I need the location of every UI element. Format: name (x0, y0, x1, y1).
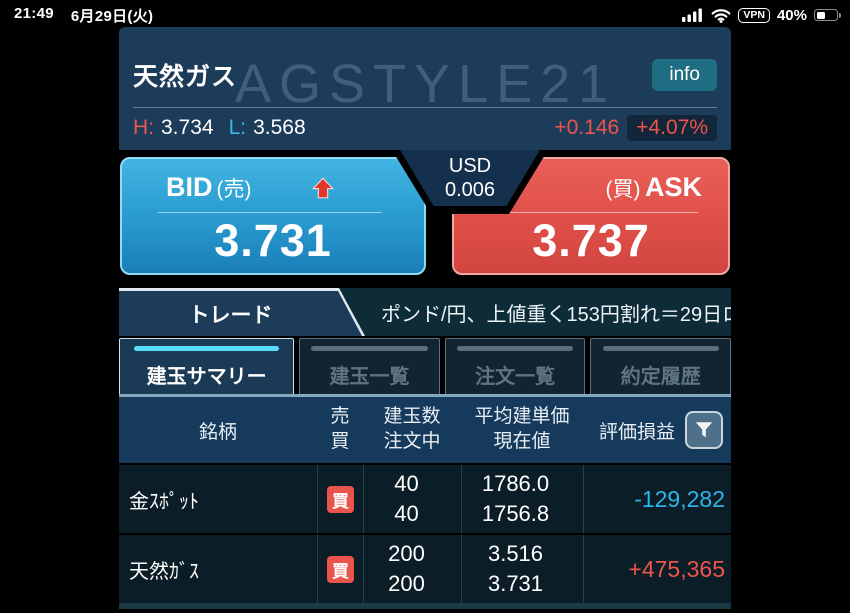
pnl-value: -129,282 (583, 465, 731, 533)
filter-button[interactable] (685, 411, 723, 449)
tab-execution-history[interactable]: 約定履歴 (590, 338, 732, 394)
tab-indicator (311, 346, 428, 351)
current-price: 3.731 (487, 571, 544, 596)
instrument-header: AGSTYLE21 天然ガス info H: 3.734 L: 3.568 +0… (119, 27, 731, 150)
status-bar: 21:49 6月29日(火) VPN 40% (0, 0, 850, 27)
tab-indicator (456, 346, 574, 351)
positions-table: 銘柄 売 買 建玉数 注文中 平均建単価 現在値 評価損益 (119, 397, 731, 609)
tab-position-list[interactable]: 建玉一覧 (299, 338, 440, 394)
qty-order: 40 (394, 501, 419, 526)
instrument-name: 天然ガス (133, 63, 238, 91)
buy-badge: 買 (327, 555, 354, 583)
col-symbol: 銘柄 (198, 421, 237, 443)
next-row-edge (119, 603, 731, 609)
bid-sell-button[interactable]: BID (売) 3.731 (120, 157, 426, 275)
qty-order: 200 (388, 571, 425, 596)
status-date: 6月29日(火) (70, 7, 154, 25)
change-value: +0.146 (554, 116, 620, 139)
low-value: 3.568 (253, 116, 306, 139)
vpn-badge: VPN (738, 7, 770, 23)
buy-badge: 買 (327, 485, 354, 513)
qty-open: 200 (388, 541, 425, 567)
tabs-underline (119, 394, 731, 397)
avg-price: 1786.0 (481, 471, 550, 497)
high-label: H: (133, 116, 154, 139)
bid-label: BID (166, 172, 213, 202)
tab-order-list[interactable]: 注文一覧 (444, 338, 586, 394)
tab-position-summary[interactable]: 建玉サマリー (119, 338, 295, 394)
ask-label: ASK (644, 172, 702, 202)
spread-value: 0.006 (444, 179, 496, 201)
qty-open: 40 (394, 471, 419, 497)
change-percent-badge: +4.07% (627, 115, 717, 141)
battery-percent: 40% (776, 6, 807, 24)
col-side: 売 買 (330, 406, 350, 452)
info-button[interactable]: info (652, 59, 717, 91)
cellular-signal-icon (682, 8, 703, 22)
low-label: L: (228, 116, 247, 139)
tab-indicator (133, 346, 280, 351)
quote-panel: BID (売) 3.731 (買) ASK (119, 150, 731, 288)
col-quantity: 建玉数 注文中 (383, 406, 441, 452)
header-divider (133, 107, 717, 108)
ask-buy-button[interactable]: (買) ASK 3.737 (452, 157, 730, 275)
ask-price: 3.737 (532, 215, 650, 266)
pnl-value: +475,365 (583, 535, 731, 603)
position-row-gold[interactable]: 金ｽﾎﾟｯﾄ 買 40 40 1786.0 1756.8 -129,282 (119, 463, 731, 533)
col-price: 平均建単価 現在値 (474, 406, 570, 452)
trade-tab-label: トレード (188, 303, 273, 327)
trading-app: AGSTYLE21 天然ガス info H: 3.734 L: 3.568 +0… (119, 27, 732, 609)
position-row-natural-gas[interactable]: 天然ｶﾞｽ 買 200 200 3.516 3.731 +475,365 (119, 533, 731, 603)
high-value: 3.734 (161, 116, 214, 139)
news-ticker[interactable]: ポンド/円、上値重く153円割れ＝29日ロ (381, 303, 731, 326)
col-pnl: 評価損益 (599, 421, 676, 443)
battery-icon (814, 9, 841, 21)
ticker-row: トレード ポンド/円、上値重く153円割れ＝29日ロ (119, 288, 731, 336)
spread-currency: USD (448, 155, 492, 177)
filter-funnel-icon (695, 422, 713, 438)
bid-up-arrow-icon (311, 176, 334, 198)
wifi-icon (711, 8, 731, 23)
tab-trade[interactable]: トレード (119, 288, 365, 336)
tab-indicator (602, 346, 719, 351)
bid-price: 3.731 (214, 215, 332, 266)
ask-side-label: (買) (605, 178, 641, 201)
bid-side-label: (売) (216, 177, 252, 201)
current-price: 1756.8 (481, 501, 550, 526)
clock: 21:49 (14, 4, 54, 22)
table-header: 銘柄 売 買 建玉数 注文中 平均建単価 現在値 評価損益 (119, 397, 731, 463)
avg-price: 3.516 (487, 541, 544, 567)
position-tabs: 建玉サマリー 建玉一覧 注文一覧 約定履歴 (119, 336, 732, 394)
watermark: AGSTYLE21 (235, 54, 617, 114)
